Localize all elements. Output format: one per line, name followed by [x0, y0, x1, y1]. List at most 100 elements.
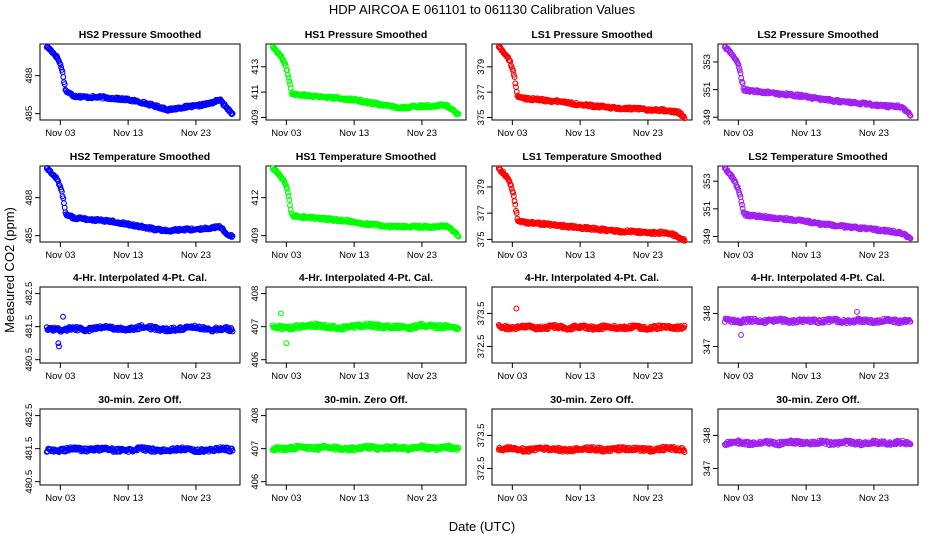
- x-tick-label: Nov 03: [271, 128, 301, 139]
- data-point: [614, 447, 621, 454]
- y-tick-label: 409: [250, 228, 261, 244]
- y-tick-label: 351: [702, 82, 713, 98]
- y-tick-label: 372.5: [476, 457, 487, 481]
- data-point: [284, 71, 291, 78]
- data-point: [907, 318, 914, 325]
- plot-frame: [265, 43, 467, 121]
- series-points: [721, 165, 914, 242]
- series-points: [43, 313, 236, 350]
- data-point: [282, 180, 288, 187]
- y-tick-label: 379: [476, 59, 487, 75]
- panel-12: 4-Hr. Interpolated 4-Pt. Cal. Nov 03 Nov 1…: [702, 272, 919, 382]
- x-tick-label: Nov 23: [407, 128, 437, 139]
- x-tick-label: Nov 23: [181, 493, 211, 504]
- series-points: [721, 43, 914, 119]
- x-tick-label: Nov 23: [633, 250, 663, 261]
- y-tick-label: 406: [250, 352, 261, 368]
- panel-title: HS2 Pressure Smoothed: [79, 29, 202, 41]
- series-points: [269, 44, 462, 118]
- y-tick-label: 351: [702, 201, 713, 217]
- y-tick-label: 482.5: [24, 404, 35, 428]
- outlier-point: [283, 340, 290, 347]
- data-point: [455, 110, 462, 117]
- panel-title: HS2 Temperature Smoothed: [70, 151, 210, 163]
- x-tick-label: Nov 23: [181, 128, 211, 139]
- panel-9: 4-Hr. Interpolated 4-Pt. Cal. Nov 03 Nov 1…: [24, 272, 241, 382]
- data-point: [906, 112, 913, 119]
- panel-title: LS1 Pressure Smoothed: [531, 29, 652, 41]
- x-tick-label: Nov 03: [723, 250, 753, 261]
- y-tick-label: 375: [476, 110, 487, 126]
- panel-2: HS1 Pressure Smoothed Nov 03 Nov 13 Nov 23 4…: [250, 29, 467, 139]
- data-point: [513, 210, 520, 216]
- x-tick-label: Nov 03: [271, 493, 301, 504]
- y-tick-label: 377: [476, 84, 487, 100]
- x-tick-label: Nov 23: [407, 493, 437, 504]
- panel-title: LS2 Pressure Smoothed: [757, 29, 878, 41]
- x-tick-label: Nov 03: [723, 493, 753, 504]
- panel-title: HS1 Temperature Smoothed: [296, 151, 436, 163]
- x-tick-label: Nov 03: [271, 371, 301, 382]
- panel-title: HS1 Pressure Smoothed: [305, 29, 428, 41]
- y-tick-label: 348: [702, 428, 713, 444]
- data-point: [229, 233, 236, 239]
- y-tick-label: 409: [250, 110, 261, 126]
- y-tick-label: 349: [702, 109, 713, 125]
- x-tick-label: Nov 23: [407, 250, 437, 261]
- x-tick-label: Nov 03: [723, 128, 753, 139]
- panel-4: LS2 Pressure Smoothed Nov 03 Nov 13 Nov 23 3…: [702, 29, 919, 139]
- data-point: [228, 111, 235, 118]
- series-points: [269, 442, 462, 454]
- y-tick-label: 485: [24, 228, 35, 244]
- y-tick-label: 348: [702, 306, 713, 322]
- data-point: [739, 201, 745, 208]
- panel-11: 4-Hr. Interpolated 4-Pt. Cal. Nov 03 Nov 1…: [476, 272, 693, 382]
- x-axis-label: Date (UTC): [449, 519, 515, 534]
- x-tick-label: Nov 03: [497, 371, 527, 382]
- outlier-point: [738, 331, 744, 338]
- outlier-point: [513, 305, 520, 312]
- y-tick-label: 372.5: [476, 335, 487, 359]
- outlier-point: [56, 343, 62, 350]
- plot-frame: [265, 286, 467, 364]
- x-tick-label: Nov 23: [859, 250, 889, 261]
- y-axis-label: Measured CO2 (ppm): [2, 207, 17, 333]
- series-points: [495, 165, 688, 244]
- series-points: [269, 165, 462, 240]
- panel-14: 30-min. Zero Off. Nov 03 Nov 13 Nov 23 406 40…: [250, 394, 467, 504]
- series-points: [721, 308, 914, 338]
- data-point: [737, 70, 744, 77]
- x-tick-label: Nov 23: [181, 371, 211, 382]
- plot-frame: [717, 408, 919, 486]
- x-tick-label: Nov 23: [859, 493, 889, 504]
- data-point: [286, 78, 293, 85]
- y-tick-label: 411: [250, 85, 261, 100]
- data-point: [735, 61, 742, 68]
- data-point: [681, 115, 688, 122]
- y-tick-label: 353: [702, 54, 713, 70]
- plot-frame: [717, 165, 919, 243]
- data-point: [286, 196, 293, 203]
- x-tick-label: Nov 03: [723, 371, 753, 382]
- y-tick-label: 482.5: [24, 282, 35, 306]
- x-tick-label: Nov 13: [565, 128, 595, 139]
- y-tick-label: 347: [702, 461, 713, 477]
- x-tick-label: Nov 23: [859, 371, 889, 382]
- plot-frame: [39, 43, 241, 121]
- panel-13: 30-min. Zero Off. Nov 03 Nov 13 Nov 23 480.5…: [24, 394, 241, 504]
- data-point: [734, 184, 741, 191]
- series-points: [495, 443, 688, 456]
- plot-frame: [717, 43, 919, 121]
- series-points: [43, 444, 236, 456]
- data-point: [285, 193, 292, 199]
- panel-5: HS2 Temperature Smoothed Nov 03 Nov 13 Nov …: [24, 151, 241, 261]
- y-tick-label: 481.5: [24, 315, 35, 339]
- data-point: [513, 88, 520, 95]
- data-point: [681, 449, 688, 456]
- x-tick-label: Nov 23: [407, 371, 437, 382]
- x-tick-label: Nov 03: [45, 250, 75, 261]
- y-tick-label: 377: [476, 205, 487, 221]
- data-point: [512, 80, 519, 87]
- data-point: [455, 325, 462, 332]
